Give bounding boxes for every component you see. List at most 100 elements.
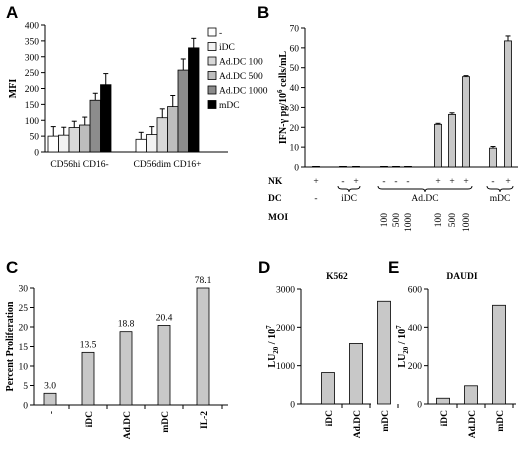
y-tick-label: 10 <box>290 144 300 154</box>
panel-letter: A <box>6 3 18 22</box>
category-label: CD56dim CD16+ <box>134 160 202 170</box>
group-label: mDC <box>490 194 511 204</box>
row-label-moi: MOI <box>268 213 288 223</box>
bar <box>449 114 456 167</box>
y-tick-label: 20 <box>290 124 300 134</box>
nk-sign: + <box>463 177 468 187</box>
bar <box>393 166 400 167</box>
legend-swatch <box>208 72 216 80</box>
category-label: Ad.DC <box>123 411 133 439</box>
y-tick-label: 250 <box>25 69 40 79</box>
y-tick-label: 50 <box>30 133 40 143</box>
y-tick-label: 10 <box>19 363 29 373</box>
group-label: iDC <box>341 194 357 204</box>
y-tick-label: 200 <box>408 362 423 372</box>
bar <box>313 166 320 167</box>
panel-d: D K562 0 1000 2000 3000 LU20 / 107 iDC Ad.DC mDC <box>258 258 398 438</box>
panel-e: E DAUDI 0 200 400 600 LU20 / 107 iDC Ad.DC mDC <box>388 258 516 438</box>
y-tick-label: 600 <box>408 286 423 296</box>
y-tick-label: 0 <box>417 401 422 411</box>
legend-swatch <box>208 28 216 36</box>
row-label-dc: DC <box>268 194 282 204</box>
y-tick-label: 350 <box>25 37 40 47</box>
category-label: iDC <box>85 411 95 428</box>
bar <box>340 166 347 167</box>
y-tick-label: 40 <box>290 84 300 94</box>
bar <box>69 128 80 152</box>
bar <box>490 148 497 167</box>
y-tick-label: 200 <box>25 85 40 95</box>
legend-label: Ad.DC 100 <box>219 58 263 68</box>
bar <box>437 398 450 404</box>
y-tick-label: 70 <box>290 25 300 35</box>
y-tick-label: 1000 <box>276 362 295 372</box>
legend-label: Ad.DC 1000 <box>219 87 268 97</box>
dc-sign: - <box>314 194 317 204</box>
legend-label: - <box>219 29 222 39</box>
y-tick-label: 0 <box>294 164 299 174</box>
panel-title: K562 <box>326 272 348 282</box>
y-tick-label: 150 <box>25 101 40 111</box>
bar <box>197 288 209 405</box>
nk-sign: - <box>491 177 494 187</box>
panel-b: B 0 10 20 30 40 50 60 70 IFN-γ pg/106 cells/mL NK D… <box>257 3 518 232</box>
y-tick-label: 20 <box>19 324 29 334</box>
nk-sign: - <box>382 177 385 187</box>
bar <box>59 135 70 152</box>
panel-title: DAUDI <box>446 272 477 282</box>
legend-swatch <box>208 101 216 109</box>
nk-sign: + <box>449 177 454 187</box>
bar <box>189 48 200 152</box>
data-label: 20.4 <box>156 313 173 323</box>
moi-label: 100 <box>380 213 390 228</box>
bar <box>505 41 512 167</box>
bar <box>44 393 56 405</box>
category-label: CD56hi CD16- <box>50 160 108 170</box>
category-label: - <box>47 411 57 414</box>
y-axis-label: Percent Proliferation <box>5 301 16 391</box>
y-tick-label: 60 <box>290 44 300 54</box>
y-tick-label: 30 <box>290 104 300 114</box>
data-label: 13.5 <box>80 340 97 350</box>
nk-sign: - <box>394 177 397 187</box>
category-label: mDC <box>161 411 171 433</box>
bar <box>322 373 335 404</box>
y-tick-label: 2000 <box>276 324 295 334</box>
bar <box>350 343 363 404</box>
legend-swatch <box>208 43 216 51</box>
y-tick-label: 30 <box>19 285 29 295</box>
bar <box>136 139 147 152</box>
category-label: Ad.DC <box>468 410 478 438</box>
nk-sign: - <box>406 177 409 187</box>
data-label: 18.8 <box>118 320 135 330</box>
nk-sign: + <box>505 177 510 187</box>
bar <box>378 301 391 404</box>
bar <box>82 352 94 405</box>
legend-label: mDC <box>219 101 240 111</box>
legend-label: iDC <box>219 43 235 53</box>
y-axis-label: LU20 / 107 <box>265 325 280 368</box>
bar <box>101 85 112 152</box>
y-tick-label: 3000 <box>276 286 295 296</box>
row-label-nk: NK <box>268 177 283 187</box>
moi-label: 500 <box>448 213 458 228</box>
category-label: iDC <box>440 410 450 427</box>
moi-label: 1000 <box>404 213 414 232</box>
bar <box>90 100 101 152</box>
legend-label: Ad.DC 500 <box>219 72 263 82</box>
y-tick-label: 300 <box>25 53 40 63</box>
legend-swatch <box>208 86 216 94</box>
y-tick-label: 400 <box>408 324 423 334</box>
bar <box>80 125 91 152</box>
bar <box>381 166 388 167</box>
category-label: Ad.DC <box>353 410 363 438</box>
y-tick-label: 0 <box>23 402 28 412</box>
bar <box>463 77 470 167</box>
moi-label: 1000 <box>462 213 472 232</box>
nk-sign: + <box>353 177 358 187</box>
panel-a: A 0 50 100 150 200 250 300 350 400 MFI CD56hi CD16-… <box>6 3 268 170</box>
y-axis-label: LU20 / 107 <box>395 325 410 368</box>
y-tick-label: 400 <box>25 22 40 32</box>
